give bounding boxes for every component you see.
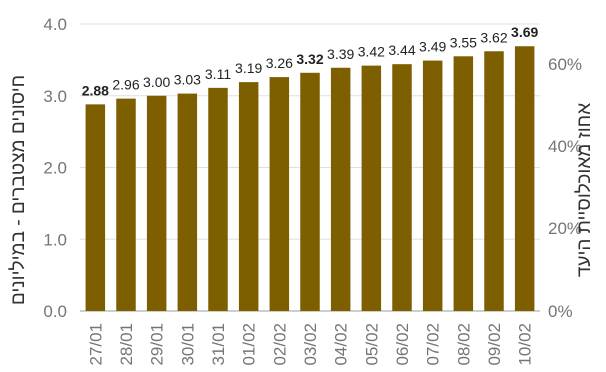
data-label: 2.96 xyxy=(112,77,139,93)
data-label: 3.42 xyxy=(358,44,385,60)
data-label: 3.44 xyxy=(388,42,415,58)
x-tick-labels: 27/01 28/01 29/01 30/01 31/01 01/02 02/02 03/02… xyxy=(86,323,534,366)
right-y-tick-label: 0% xyxy=(548,302,573,321)
bar xyxy=(85,104,106,311)
left-y-tick-label: 2.0 xyxy=(43,159,67,178)
bar xyxy=(453,56,474,311)
left-y-tick-label: 4.0 xyxy=(43,15,67,34)
x-tick-label: 06/02 xyxy=(393,323,412,366)
x-tick-label: 28/01 xyxy=(117,323,136,366)
bar xyxy=(238,82,259,312)
left-y-tick-label: 0.0 xyxy=(43,302,67,321)
bar xyxy=(514,46,535,312)
data-label: 2.88 xyxy=(82,82,109,98)
x-tick-label: 05/02 xyxy=(362,323,381,366)
left-axis-title: חיסונים מצטברים - במיליונים xyxy=(8,75,29,305)
bar xyxy=(392,64,412,312)
right-y-tick-label: 40% xyxy=(548,137,582,156)
right-axis-title: אחוז מאוכלוסיית היעד xyxy=(574,103,595,277)
data-label: 3.55 xyxy=(450,34,477,50)
x-tick-label: 01/02 xyxy=(240,323,259,366)
bar xyxy=(146,95,167,311)
x-tick-label: 10/02 xyxy=(516,323,535,366)
bar xyxy=(177,93,198,311)
bar xyxy=(116,98,136,312)
right-y-tick-label: 20% xyxy=(548,219,582,238)
bar xyxy=(484,51,504,311)
right-y-tick-labels: 0% 20% 40% 60% xyxy=(548,55,582,321)
x-tick-label: 27/01 xyxy=(86,323,105,366)
data-label: 3.62 xyxy=(480,29,507,45)
data-label: 3.32 xyxy=(296,51,323,67)
x-tick-label: 09/02 xyxy=(485,323,504,366)
left-y-tick-label: 3.0 xyxy=(43,87,67,106)
x-tick-label: 04/02 xyxy=(332,323,351,366)
right-y-tick-label: 60% xyxy=(548,55,582,74)
left-y-tick-labels: 0.0 1.0 2.0 3.0 4.0 xyxy=(43,15,67,321)
left-y-tick-label: 1.0 xyxy=(43,230,67,249)
bar xyxy=(330,67,351,311)
x-tick-label: 29/01 xyxy=(148,323,167,366)
data-label: 3.26 xyxy=(266,55,293,71)
data-label: 3.49 xyxy=(419,39,446,55)
bar xyxy=(208,87,228,311)
data-label: 3.03 xyxy=(174,72,201,88)
x-tick-label: 31/01 xyxy=(209,323,228,366)
x-tick-label: 07/02 xyxy=(424,323,443,366)
x-tick-label: 08/02 xyxy=(454,323,473,366)
data-label: 3.39 xyxy=(327,46,354,62)
bar xyxy=(300,72,320,311)
x-tick-label: 03/02 xyxy=(301,323,320,366)
data-labels: 2.88 2.96 3.00 3.03 3.11 3.19 3.26 3.32 3.39 3.42… xyxy=(82,24,539,98)
bars xyxy=(85,46,535,312)
data-label: 3.00 xyxy=(143,74,170,90)
x-tick-label: 30/01 xyxy=(178,323,197,366)
data-label: 3.19 xyxy=(235,60,262,76)
data-label: 3.69 xyxy=(511,24,538,40)
bar xyxy=(422,60,443,311)
bar xyxy=(361,65,382,312)
bar xyxy=(269,77,290,311)
data-label: 3.11 xyxy=(205,66,231,82)
x-tick-label: 02/02 xyxy=(270,323,289,366)
